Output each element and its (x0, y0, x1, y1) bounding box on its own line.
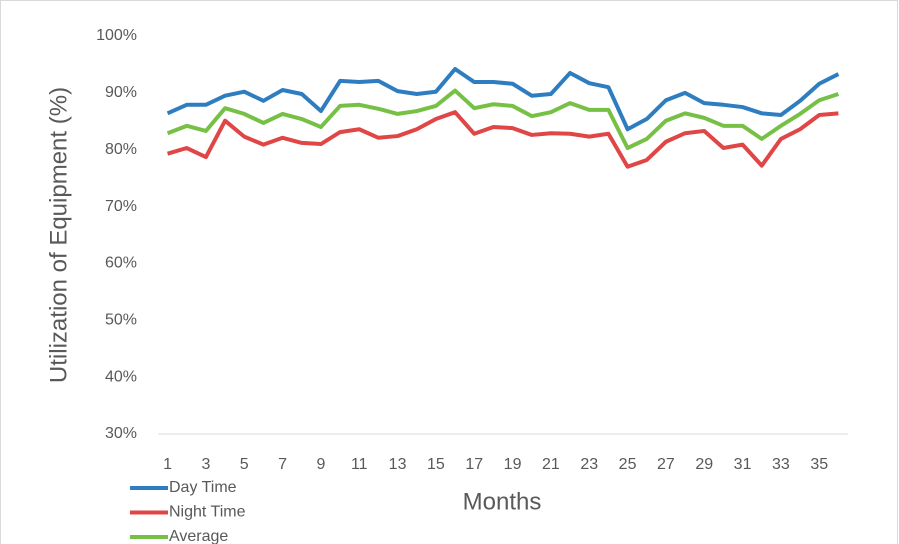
x-tick-label: 17 (465, 456, 483, 473)
x-tick-label: 21 (542, 456, 560, 473)
x-tick-label: 5 (240, 456, 249, 473)
x-tick-label: 27 (657, 456, 675, 473)
x-tick-label: 25 (619, 456, 637, 473)
y-tick-label: 100% (96, 27, 137, 44)
legend-label: Day Time (169, 479, 237, 496)
x-tick-label: 11 (351, 456, 368, 473)
x-axis-title: Months (463, 488, 542, 515)
x-tick-label: 13 (389, 456, 407, 473)
x-tick-label: 33 (772, 456, 790, 473)
x-tick-label: 31 (734, 456, 752, 473)
x-tick-label: 1 (163, 456, 172, 473)
x-tick-label: 35 (810, 456, 828, 473)
series-line (167, 110, 839, 169)
y-tick-label: 80% (105, 141, 137, 158)
x-tick-label: 15 (427, 456, 445, 473)
x-tick-label: 3 (201, 456, 210, 473)
x-tick-label: 9 (316, 456, 325, 473)
y-axis-title: Utilization of Equipment (%) (45, 87, 72, 383)
y-tick-label: 90% (105, 84, 137, 101)
y-tick-label: 40% (105, 368, 137, 385)
y-tick-label: 70% (105, 198, 137, 215)
y-tick-label: 30% (105, 425, 137, 442)
x-tick-label: 23 (580, 456, 598, 473)
y-tick-label: 60% (105, 255, 137, 272)
y-tick-label: 50% (105, 312, 137, 329)
series-line (166, 88, 840, 151)
legend-label: Average (169, 528, 228, 544)
x-tick-label: 19 (504, 456, 522, 473)
legend-label: Night Time (169, 504, 246, 521)
x-tick-label: 7 (278, 456, 287, 473)
x-tick-label: 29 (695, 456, 713, 473)
series-line (166, 66, 840, 132)
